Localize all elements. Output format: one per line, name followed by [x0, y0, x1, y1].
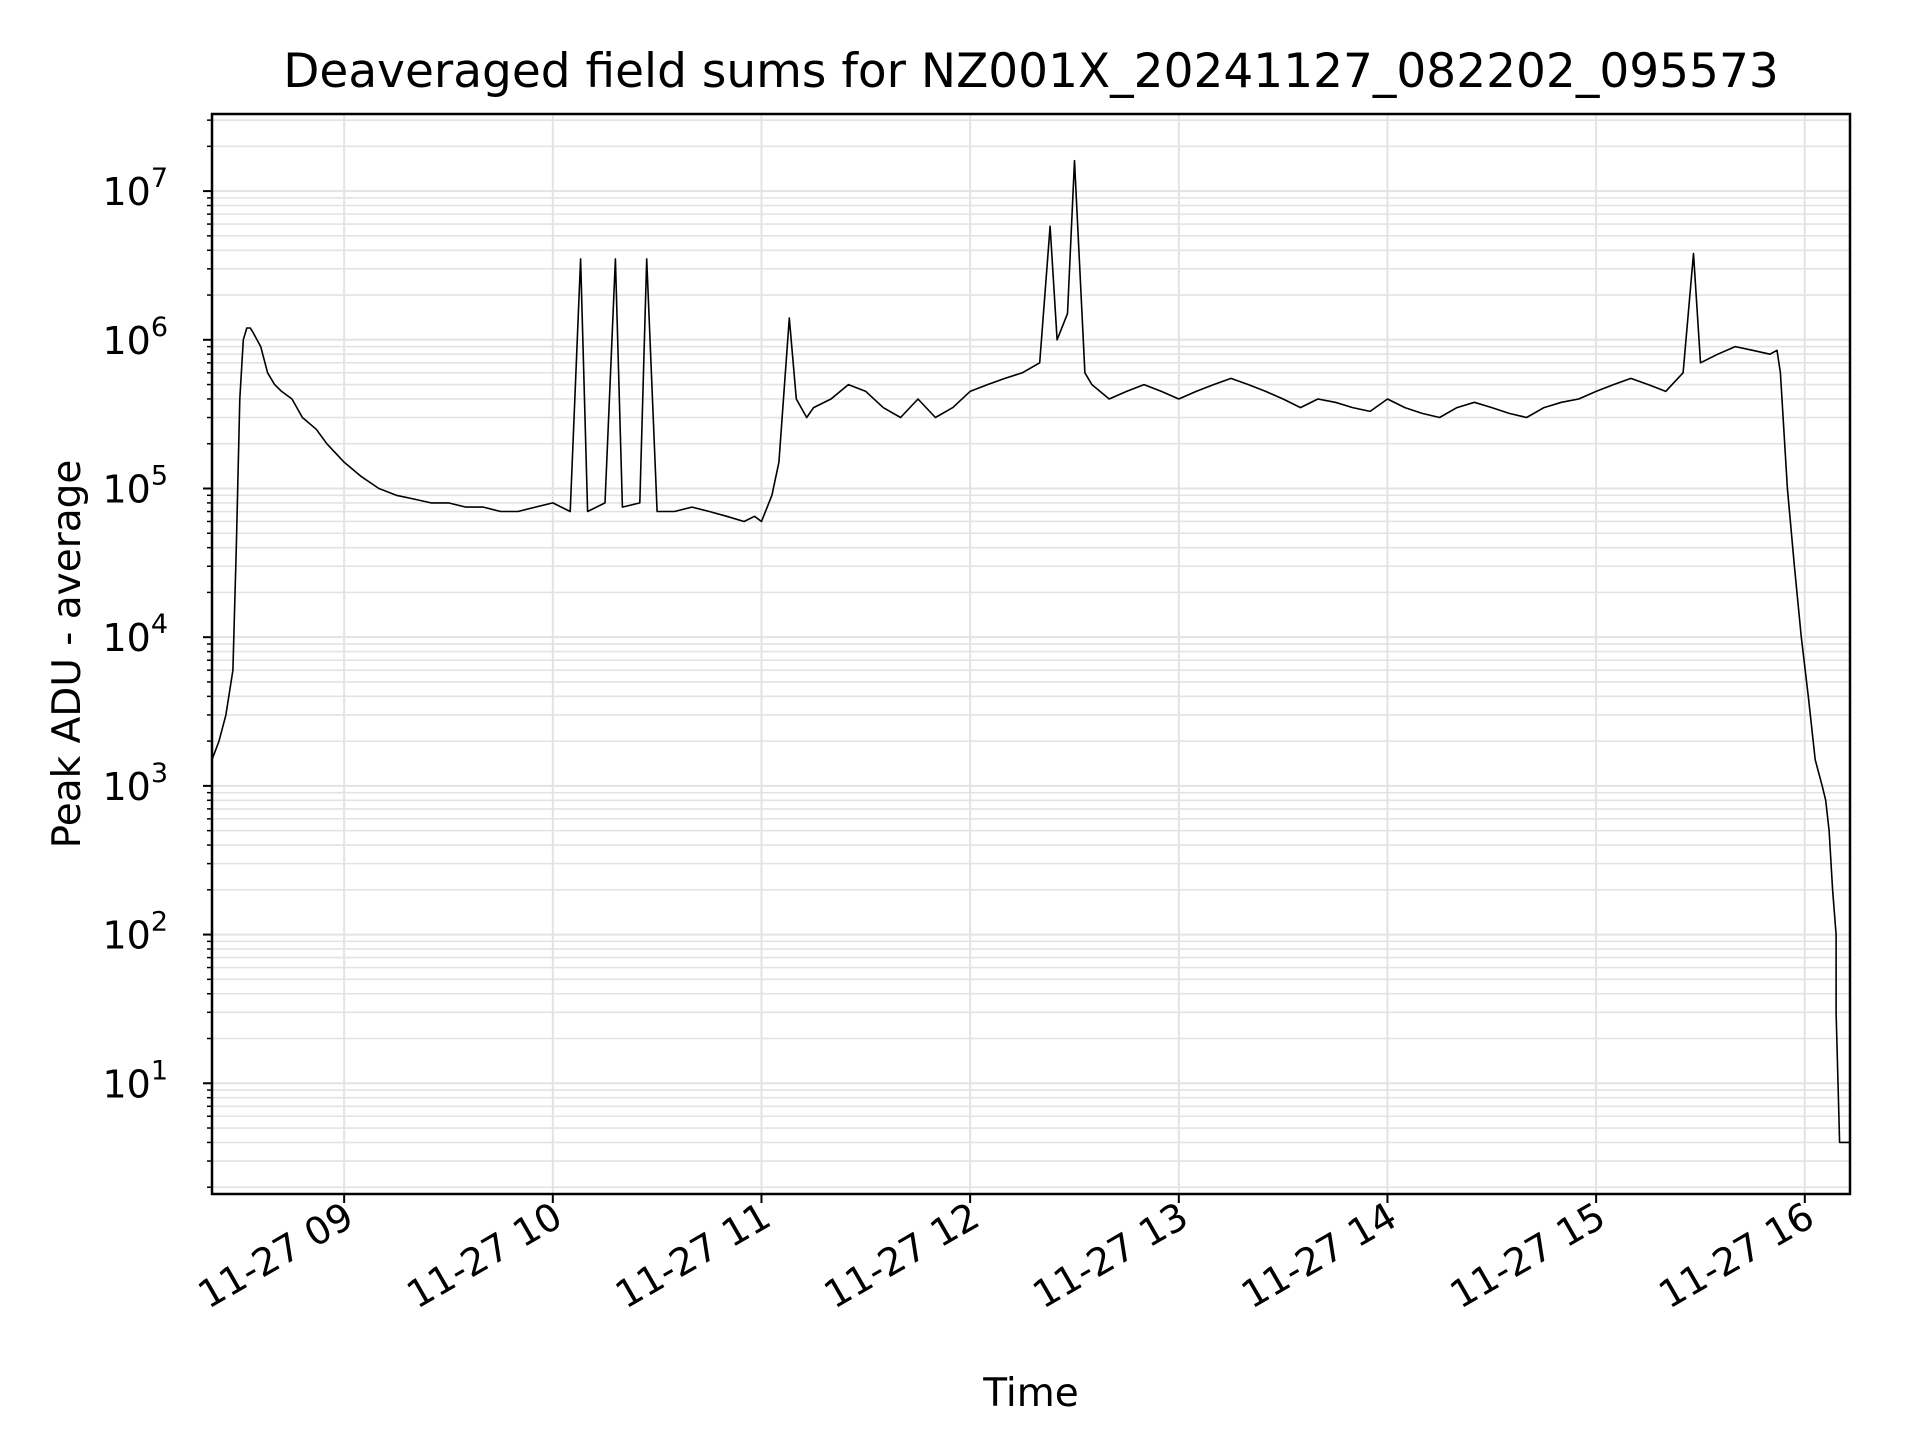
y-tick-label-exponent: 1 [151, 1055, 168, 1086]
grid [212, 114, 1850, 1194]
y-axis-label: Peak ADU - average [45, 460, 90, 849]
y-tick-label: 107 [102, 163, 168, 214]
plot-frame [210, 112, 1852, 1196]
y-tick-label-base: 10 [102, 170, 150, 214]
y-tick-label: 106 [102, 312, 168, 363]
y-tick-label-exponent: 3 [151, 758, 168, 789]
y-tick-label-base: 10 [102, 467, 150, 511]
y-tick-label: 101 [102, 1055, 168, 1106]
y-tick-label-exponent: 4 [151, 609, 168, 640]
x-axis-label: Time [982, 1371, 1078, 1416]
y-tick-label-base: 10 [102, 1062, 150, 1106]
y-tick-label-exponent: 6 [151, 312, 168, 343]
y-tick-label-exponent: 5 [151, 460, 168, 491]
y-tick-label-base: 10 [102, 914, 150, 958]
y-tick-label: 103 [102, 758, 168, 809]
y-tick-label-base: 10 [102, 616, 150, 660]
y-tick-label: 104 [102, 609, 168, 660]
y-tick-label: 105 [102, 460, 168, 511]
y-tick-label-exponent: 2 [151, 907, 168, 938]
y-tick-label-exponent: 7 [151, 163, 168, 194]
y-tick-label-base: 10 [102, 765, 150, 809]
y-tick-label: 102 [102, 907, 168, 958]
y-tick-label-base: 10 [102, 319, 150, 363]
chart-title: Deaveraged field sums for NZ001X_2024112… [283, 44, 1779, 99]
series-line [211, 159, 1850, 1144]
series-layer [211, 159, 1850, 1144]
